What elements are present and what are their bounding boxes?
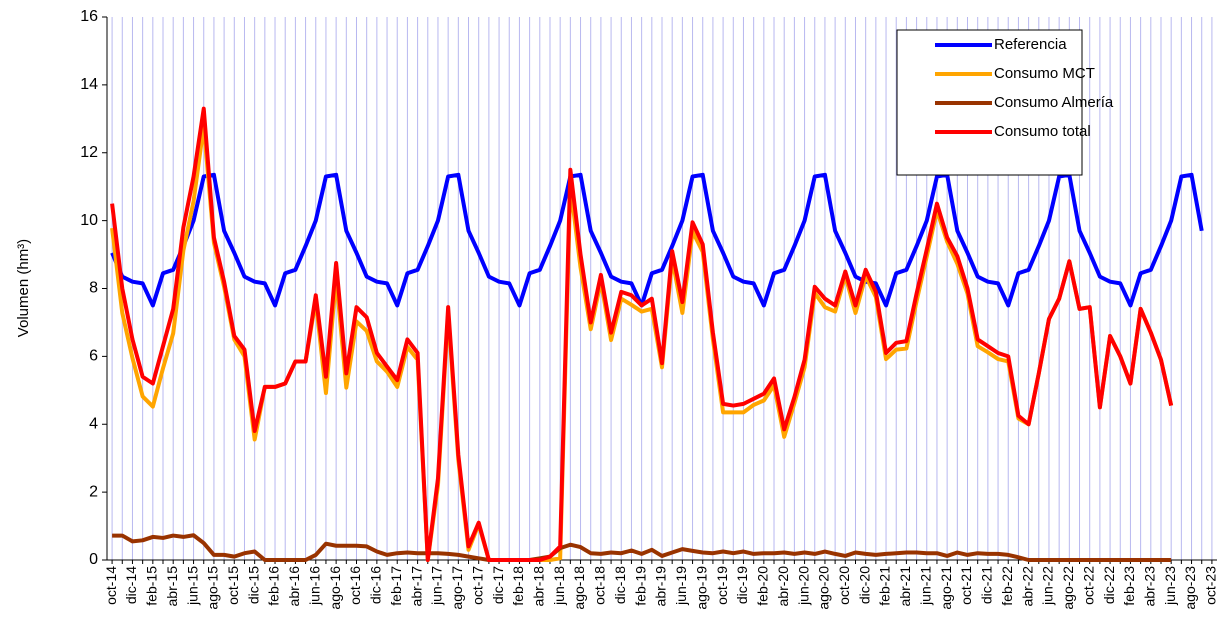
x-tick-label: jun-20 xyxy=(795,566,811,606)
x-tick-label: ago-17 xyxy=(449,566,465,610)
x-tick-label: oct-14 xyxy=(103,566,119,605)
x-tick-label: jun-17 xyxy=(429,566,445,606)
series-line xyxy=(110,106,1174,562)
x-tick-label: abr-17 xyxy=(408,566,424,607)
x-tick-label: jun-22 xyxy=(1040,566,1056,606)
x-tick-label: feb-19 xyxy=(632,566,648,606)
x-tick-label: abr-16 xyxy=(286,566,302,607)
x-tick-label: oct-16 xyxy=(347,566,363,605)
x-tick-label: abr-18 xyxy=(531,566,547,607)
x-tick-label: ago-22 xyxy=(1060,566,1076,610)
y-tick-label: 8 xyxy=(89,280,98,297)
x-tick-label: dic-21 xyxy=(979,566,995,604)
y-tick-label: 6 xyxy=(89,348,98,365)
x-tick-label: oct-20 xyxy=(836,566,852,605)
x-tick-label: abr-19 xyxy=(653,566,669,607)
x-tick-label: abr-21 xyxy=(897,566,913,607)
x-tick-label: dic-19 xyxy=(734,566,750,604)
legend-label: Referencia xyxy=(994,36,1067,53)
x-tick-label: feb-20 xyxy=(755,566,771,606)
x-tick-label: jun-23 xyxy=(1162,566,1178,606)
x-tick-label: feb-21 xyxy=(877,566,893,606)
y-tick-label: 4 xyxy=(89,415,98,432)
x-tick-label: dic-17 xyxy=(490,566,506,604)
x-tick-label: feb-16 xyxy=(266,566,282,606)
x-tick-label: oct-21 xyxy=(958,566,974,605)
legend-label: Consumo total xyxy=(994,123,1091,140)
x-tick-label: abr-15 xyxy=(164,566,180,607)
x-tick-label: jun-21 xyxy=(917,566,933,606)
legend-label: Consumo Almería xyxy=(994,94,1114,111)
y-tick-label: 14 xyxy=(80,76,98,93)
series-line xyxy=(110,172,1204,308)
x-tick-label: feb-23 xyxy=(1121,566,1137,606)
legend-label: Consumo MCT xyxy=(994,65,1095,82)
x-tick-label: ago-15 xyxy=(205,566,221,610)
x-tick-label: dic-15 xyxy=(245,566,261,604)
x-tick-label: dic-16 xyxy=(368,566,384,604)
x-tick-label: dic-22 xyxy=(1101,566,1117,604)
x-tick-label: oct-23 xyxy=(1203,566,1219,605)
y-axis-label: Volumen (hm³) xyxy=(15,239,32,337)
x-tick-label: oct-19 xyxy=(714,566,730,605)
x-tick-label: dic-20 xyxy=(856,566,872,604)
x-tick-label: oct-22 xyxy=(1080,566,1096,605)
y-tick-label: 2 xyxy=(89,483,98,500)
y-tick-label: 12 xyxy=(80,144,98,161)
x-tick-label: jun-19 xyxy=(673,566,689,606)
x-tick-label: oct-17 xyxy=(469,566,485,605)
x-tick-label: abr-23 xyxy=(1142,566,1158,607)
y-tick-label: 10 xyxy=(80,212,98,229)
x-tick-label: ago-21 xyxy=(938,566,954,610)
x-tick-label: jun-15 xyxy=(184,566,200,606)
x-tick-label: ago-19 xyxy=(693,566,709,610)
x-tick-label: jun-16 xyxy=(306,566,322,606)
x-tick-label: feb-17 xyxy=(388,566,404,606)
x-tick-label: ago-16 xyxy=(327,566,343,610)
x-tick-label: oct-15 xyxy=(225,566,241,605)
x-tick-label: feb-18 xyxy=(510,566,526,606)
x-tick-label: ago-18 xyxy=(571,566,587,610)
x-tick-label: ago-20 xyxy=(816,566,832,610)
x-tick-label: feb-22 xyxy=(999,566,1015,606)
x-tick-label: dic-14 xyxy=(123,566,139,604)
x-tick-label: abr-20 xyxy=(775,566,791,607)
x-tick-label: jun-18 xyxy=(551,566,567,606)
x-tick-label: dic-18 xyxy=(612,566,628,604)
x-tick-label: ago-23 xyxy=(1182,566,1198,610)
y-tick-label: 0 xyxy=(89,551,98,568)
x-tick-label: feb-15 xyxy=(144,566,160,606)
x-tick-label: abr-22 xyxy=(1019,566,1035,607)
x-tick-label: oct-18 xyxy=(592,566,608,605)
y-tick-label: 16 xyxy=(80,8,98,25)
series-line xyxy=(112,533,1172,562)
